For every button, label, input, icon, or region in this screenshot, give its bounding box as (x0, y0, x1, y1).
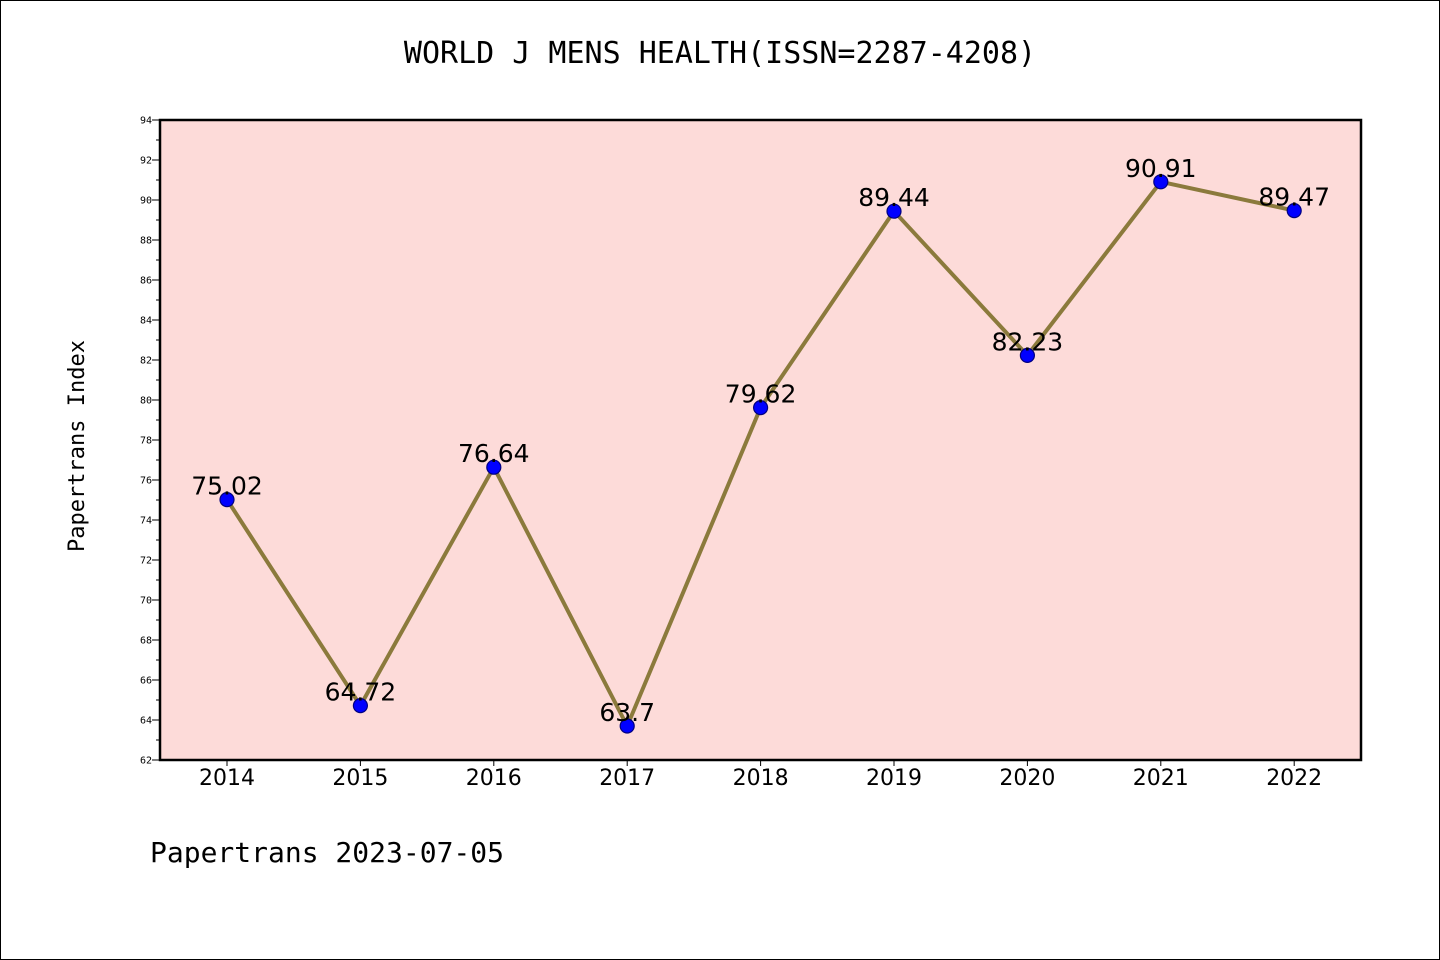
y-tick-label: 64 (140, 716, 152, 727)
y-tick-label: 76 (140, 476, 152, 487)
data-label: 75.02 (191, 472, 263, 501)
y-tick-label: 88 (140, 236, 152, 247)
data-point (219, 492, 235, 508)
y-tick-label: 94 (140, 116, 152, 127)
y-axis-label: Papertrans Index (65, 340, 90, 552)
x-tick-label: 2017 (599, 766, 655, 791)
y-tick-label: 90 (140, 196, 152, 207)
y-tick-label: 70 (140, 596, 152, 607)
data-point (752, 400, 769, 416)
y-tick-label: 66 (140, 676, 152, 687)
x-tick-label: 2022 (1266, 766, 1322, 791)
y-tick-label: 82 (140, 356, 152, 367)
data-point (886, 203, 902, 219)
data-label: 82.23 (992, 327, 1064, 356)
y-tick-label: 80 (140, 396, 152, 407)
y-tick-label: 84 (140, 316, 152, 327)
y-tick-label: 86 (140, 276, 152, 287)
y-tick-label: 92 (140, 156, 152, 167)
data-point (1019, 347, 1036, 363)
plot-frame (158, 118, 1363, 762)
x-tick-label: 2018 (733, 766, 789, 791)
y-tick-label: 74 (140, 516, 152, 527)
footer-text: Papertrans 2023-07-05 (150, 836, 505, 869)
x-tick-label: 2016 (466, 766, 522, 791)
data-label: 89.44 (858, 183, 930, 212)
data-label: 64.72 (325, 678, 397, 707)
data-point (352, 697, 368, 714)
y-tick-label: 78 (140, 436, 152, 447)
x-tick-label: 2021 (1133, 766, 1189, 791)
data-label: 63.7 (599, 698, 655, 727)
data-label: 79.62 (725, 380, 797, 409)
y-tick-label: 68 (140, 636, 152, 647)
data-label: 89.47 (1258, 183, 1330, 212)
x-tick-label: 2020 (999, 766, 1055, 791)
x-tick-label: 2014 (199, 766, 255, 791)
data-point (1153, 174, 1169, 190)
plot-area (160, 120, 1361, 760)
y-tick-label: 72 (140, 556, 152, 567)
x-tick-label: 2015 (332, 766, 388, 791)
data-point (619, 718, 635, 734)
x-tick-label: 2019 (866, 766, 922, 791)
data-label: 90.91 (1125, 154, 1197, 183)
chart-title: WORLD J MENS HEALTH(ISSN=2287-4208) (403, 36, 1037, 71)
data-point (1286, 203, 1302, 219)
data-label: 76.64 (458, 439, 530, 468)
data-point (486, 459, 502, 475)
y-tick-label: 62 (140, 756, 152, 767)
